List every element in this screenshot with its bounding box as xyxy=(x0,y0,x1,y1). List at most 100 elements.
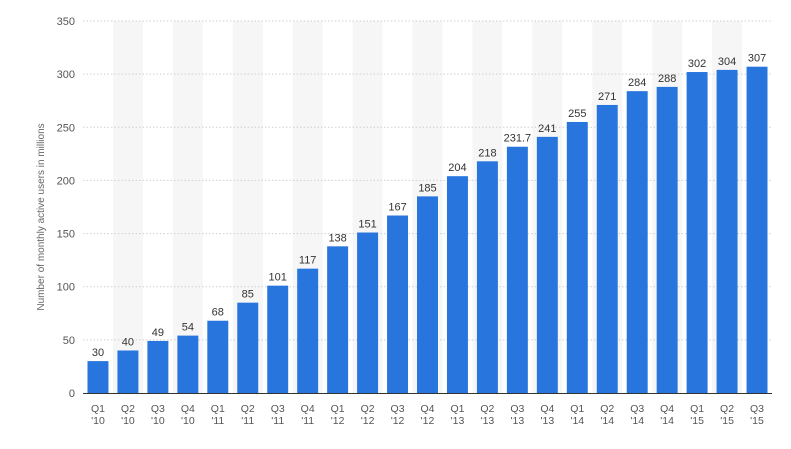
bar xyxy=(387,215,409,393)
x-tick-label-year: '11 xyxy=(241,415,254,427)
background-band xyxy=(172,21,203,393)
bar xyxy=(446,176,468,393)
bar xyxy=(267,285,289,393)
x-tick-label-year: '12 xyxy=(361,415,375,427)
data-label: 49 xyxy=(152,327,164,339)
bar xyxy=(237,302,259,393)
bar xyxy=(626,91,648,394)
data-label: 302 xyxy=(688,58,706,70)
x-tick-label-year: '10 xyxy=(181,415,195,427)
bar xyxy=(656,86,678,393)
x-tick-label-quarter: Q3 xyxy=(630,403,644,415)
bar xyxy=(536,136,558,393)
x-tick-label-year: '10 xyxy=(121,415,135,427)
x-tick-label-quarter: Q2 xyxy=(720,403,734,415)
x-tick-label-quarter: Q3 xyxy=(151,403,165,415)
x-tick-label-quarter: Q3 xyxy=(750,403,764,415)
x-tick-label-year: '14 xyxy=(600,415,614,427)
x-tick-label-quarter: Q3 xyxy=(271,403,285,415)
bars xyxy=(87,66,768,394)
bar xyxy=(716,69,738,394)
bar xyxy=(506,146,528,393)
data-label: 241 xyxy=(538,123,556,135)
x-tick-label-year: '10 xyxy=(91,415,105,427)
x-tick-label-quarter: Q2 xyxy=(600,403,614,415)
data-label: 151 xyxy=(358,219,376,231)
x-tick-label-quarter: Q4 xyxy=(420,403,434,415)
data-label: 271 xyxy=(598,91,616,103)
x-tick-label-quarter: Q2 xyxy=(241,403,255,415)
y-tick-label: 0 xyxy=(69,388,75,400)
x-tick-label-year: '13 xyxy=(511,415,525,427)
bar xyxy=(177,335,199,393)
x-tick-label-quarter: Q3 xyxy=(391,403,405,415)
data-label: 255 xyxy=(568,108,586,120)
x-tick-label-quarter: Q4 xyxy=(181,403,195,415)
x-tick-label-quarter: Q1 xyxy=(331,403,345,415)
x-tick-label-year: '14 xyxy=(630,415,644,427)
data-label: 85 xyxy=(242,289,254,301)
x-tick-label-quarter: Q3 xyxy=(510,403,524,415)
data-label: 218 xyxy=(478,147,496,159)
bar xyxy=(417,196,438,393)
bar xyxy=(297,268,319,393)
data-label: 68 xyxy=(212,307,224,319)
bar xyxy=(476,161,498,393)
x-tick-label-year: '14 xyxy=(660,415,674,427)
x-tick-label-year: '13 xyxy=(481,415,495,427)
data-label: 307 xyxy=(748,53,766,65)
x-tick-label-year: '11 xyxy=(211,415,224,427)
data-label: 185 xyxy=(418,182,436,194)
x-tick-label-year: '11 xyxy=(301,415,314,427)
data-labels: 30 40 49 54 68 85 101 117 138 151 167 185 204 218 231.… xyxy=(92,53,766,359)
data-label: 204 xyxy=(448,162,466,174)
x-tick-label-year: '14 xyxy=(570,415,584,427)
data-label: 304 xyxy=(718,56,736,68)
x-tick-label-quarter: Q2 xyxy=(480,403,494,415)
bar xyxy=(596,104,618,394)
data-label: 167 xyxy=(388,202,406,214)
background-band xyxy=(112,21,143,393)
data-label: 288 xyxy=(658,73,676,85)
y-axis: 0 50 100 150 200 250 300 350 xyxy=(57,16,75,400)
x-tick-label-year: '11 xyxy=(271,415,284,427)
x-tick-label-year: '12 xyxy=(391,415,405,427)
x-axis: Q1'10Q2'10Q3'10Q4'10Q1'11Q2'11Q3'11Q4'11… xyxy=(83,393,772,427)
x-tick-label-quarter: Q2 xyxy=(361,403,375,415)
data-label: 40 xyxy=(122,336,134,348)
bar xyxy=(147,340,169,393)
x-tick-label-year: '12 xyxy=(421,415,435,427)
bar xyxy=(117,350,139,393)
data-label: 30 xyxy=(92,347,104,359)
data-label: 284 xyxy=(628,77,646,89)
x-tick-label-quarter: Q4 xyxy=(540,403,554,415)
x-tick-label-quarter: Q1 xyxy=(690,403,704,415)
bar xyxy=(327,246,349,393)
data-label: 117 xyxy=(299,255,317,267)
y-axis-title: Number of monthly active users in millio… xyxy=(36,123,47,310)
x-tick-label-quarter: Q1 xyxy=(570,403,584,415)
x-tick-label-year: '15 xyxy=(720,415,734,427)
bar xyxy=(87,361,109,393)
x-tick-label-year: '13 xyxy=(540,415,554,427)
y-tick-label: 150 xyxy=(57,229,75,241)
bar xyxy=(357,232,379,393)
data-label: 101 xyxy=(269,272,287,284)
data-label: 231.7 xyxy=(504,133,532,145)
x-tick-label-year: '12 xyxy=(331,415,345,427)
y-tick-label: 250 xyxy=(57,122,75,134)
x-tick-label-year: '10 xyxy=(151,415,165,427)
x-tick-label-quarter: Q4 xyxy=(301,403,315,415)
x-tick-label-quarter: Q2 xyxy=(121,403,135,415)
x-tick-label-quarter: Q1 xyxy=(450,403,464,415)
y-tick-label: 100 xyxy=(57,282,75,294)
data-label: 138 xyxy=(328,232,346,244)
y-tick-label: 200 xyxy=(57,175,75,187)
y-tick-label: 350 xyxy=(57,16,75,28)
y-tick-label: 50 xyxy=(63,335,75,347)
bar xyxy=(686,72,708,393)
x-tick-label-quarter: Q4 xyxy=(660,403,674,415)
x-tick-label-year: '15 xyxy=(690,415,704,427)
